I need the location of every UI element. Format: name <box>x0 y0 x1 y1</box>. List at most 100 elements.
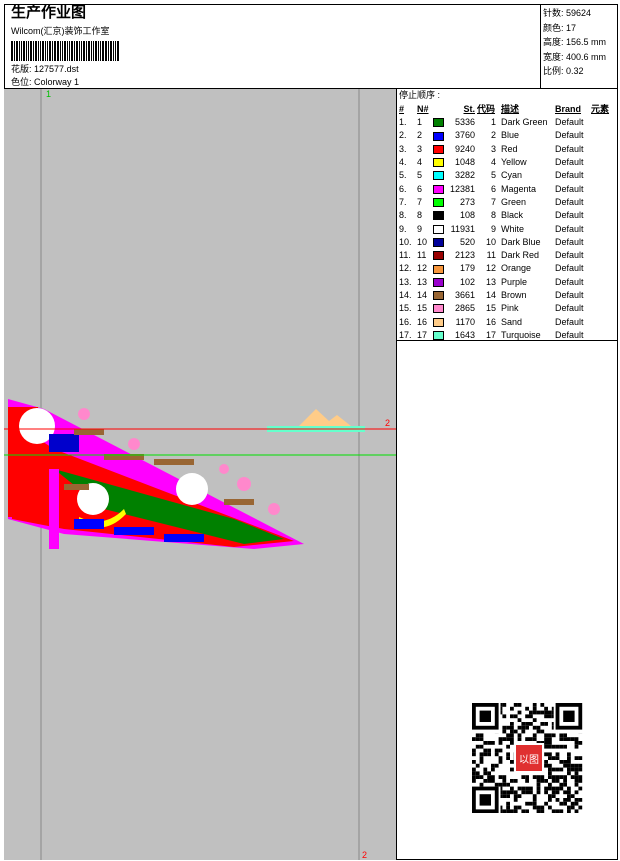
cell: Default <box>555 130 584 141</box>
cell: Default <box>555 117 584 128</box>
colorway: 色位: Colorway 1 <box>11 76 79 88</box>
page-title: 生产作业图 <box>11 4 87 21</box>
marker-2-bottom: 2 <box>362 850 367 860</box>
cell: Black <box>501 210 524 221</box>
table-row: 6. 6 12381 6 Magenta Default <box>399 182 609 195</box>
cell: 14. <box>399 290 412 300</box>
table-row: 16. 16 1170 16 Sand Default <box>399 315 609 328</box>
cell: 10 <box>417 236 428 247</box>
table-row: 9. 9 11931 9 White Default <box>399 222 609 235</box>
cell: 1048 <box>454 157 475 168</box>
cell: 1170 <box>455 316 475 327</box>
file-name: 花版: 127577.dst <box>11 63 79 75</box>
cell: 16 <box>485 316 496 327</box>
cell: 3282 <box>454 170 475 181</box>
color-swatch <box>433 277 444 287</box>
qr-code: 以图 <box>470 703 586 817</box>
cell: 12381 <box>449 183 475 194</box>
cell: 2865 <box>454 303 475 314</box>
cell: 7. <box>399 196 407 207</box>
table-row: 2. 2 3760 2 Blue Default <box>399 129 609 142</box>
cell: 9 <box>490 223 496 234</box>
cell: 16 <box>417 316 428 327</box>
color-swatch <box>433 264 444 274</box>
file-label: 花版: <box>11 64 32 74</box>
table-row: 10. 10 520 10 Dark Blue Default <box>399 236 609 249</box>
color-sequence-table: # N# St. 代码 描述 Brand 元素 1. 1 5336 1 Dark Gre… <box>399 102 609 342</box>
cell: 16. <box>399 316 412 327</box>
cell: Default <box>555 316 584 327</box>
cell: 6 <box>417 183 423 194</box>
cell: Dark Red <box>501 250 540 261</box>
embroidery-artwork <box>8 399 365 549</box>
embroidery-preview: 1 2 2 <box>4 89 396 860</box>
color-swatch <box>433 198 444 208</box>
cell: Blue <box>501 130 520 141</box>
cell: 8 <box>490 210 496 221</box>
cell: 14 <box>485 290 496 300</box>
table-row: 4. 4 1048 4 Yellow Default <box>399 156 609 169</box>
color-swatch <box>433 184 444 194</box>
cell: 179 <box>459 263 475 274</box>
cell: 13. <box>399 276 412 287</box>
cell: 9. <box>399 223 407 234</box>
cell: 13 <box>417 276 428 287</box>
cell: 4 <box>417 157 423 168</box>
col-stitches: St. <box>463 103 475 114</box>
col-needle: N# <box>417 103 429 114</box>
cell: Green <box>501 196 527 207</box>
cell: Magenta <box>501 183 537 194</box>
cell: 3. <box>399 143 407 154</box>
cell: 13 <box>485 276 496 287</box>
qr-stamp: 以图 <box>519 754 539 766</box>
color-swatch <box>433 237 444 247</box>
cell: Default <box>555 157 584 168</box>
barcode <box>11 41 133 61</box>
cell: Default <box>555 170 584 181</box>
cell: Purple <box>501 276 528 287</box>
marker-2-right: 2 <box>385 418 390 428</box>
cell: 5336 <box>454 117 475 128</box>
cell: 9240 <box>454 143 475 154</box>
cell: 10. <box>399 236 412 247</box>
color-swatch <box>433 317 444 327</box>
col-description: 描述 <box>501 103 520 114</box>
cell: Dark Blue <box>501 236 541 247</box>
color-swatch <box>433 171 444 181</box>
cell: 3661 <box>454 290 475 300</box>
cell: 12. <box>399 263 412 274</box>
color-swatch <box>433 118 444 128</box>
cell: 4. <box>399 157 407 168</box>
cell: Default <box>555 303 584 314</box>
cell: 3 <box>490 143 496 154</box>
cell: 4 <box>490 157 496 168</box>
cell: 11931 <box>450 223 475 234</box>
cell: Default <box>555 183 584 194</box>
cell: Orange <box>501 263 532 274</box>
cell: Pink <box>501 303 519 314</box>
table-row: 8. 8 108 8 Black Default <box>399 209 609 222</box>
col-element: 元素 <box>591 103 610 114</box>
table-row: 3. 3 9240 3 Red Default <box>399 143 609 156</box>
cell: Default <box>555 263 584 274</box>
header: 生产作业图 Wilcom(汇京)装饰工作室 花版: 127577.dst 色位:… <box>4 4 541 88</box>
cell: 11 <box>486 250 496 261</box>
cell: Dark Green <box>501 117 548 128</box>
cell: Default <box>555 196 584 207</box>
col-code: 代码 <box>477 103 496 114</box>
table-row: 15. 15 2865 15 Pink Default <box>399 302 609 315</box>
design-info: 针数: 59624 颜色: 17 高度: 156.5 mm 宽度: 400.6 … <box>541 4 618 88</box>
studio-name: Wilcom(汇京)装饰工作室 <box>11 26 110 36</box>
stop-sequence-panel: 停止顺序 : # N# St. 代码 描述 Brand 元素 1. 1 5336 1 D… <box>397 88 618 341</box>
color-swatch <box>433 144 444 154</box>
cell: 2 <box>417 130 423 141</box>
color-swatch <box>433 331 444 341</box>
cell: 108 <box>459 210 475 221</box>
cell: White <box>501 223 525 234</box>
cell: Default <box>555 236 584 247</box>
cell: 11 <box>417 250 427 261</box>
cell: 2. <box>399 130 407 141</box>
cell: 17 <box>485 329 496 340</box>
cell: 12 <box>485 263 496 274</box>
colorway-label: 色位: <box>11 77 32 87</box>
